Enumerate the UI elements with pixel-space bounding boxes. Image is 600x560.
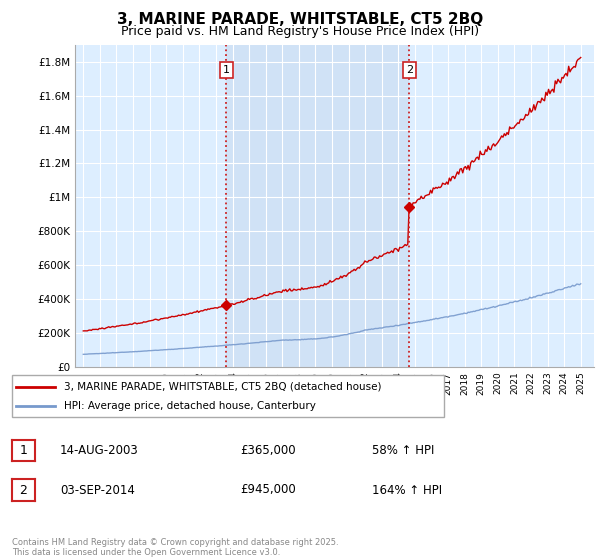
Text: HPI: Average price, detached house, Canterbury: HPI: Average price, detached house, Cant… [64,401,316,411]
Text: £365,000: £365,000 [240,444,296,458]
Text: £945,000: £945,000 [240,483,296,497]
Text: 1: 1 [19,444,28,458]
Text: Price paid vs. HM Land Registry's House Price Index (HPI): Price paid vs. HM Land Registry's House … [121,25,479,38]
Bar [226,45,409,367]
Text: 1: 1 [223,65,230,75]
Text: 3, MARINE PARADE, WHITSTABLE, CT5 2BQ: 3, MARINE PARADE, WHITSTABLE, CT5 2BQ [117,12,483,27]
Text: 58% ↑ HPI: 58% ↑ HPI [372,444,434,458]
Text: 164% ↑ HPI: 164% ↑ HPI [372,483,442,497]
Text: Contains HM Land Registry data © Crown copyright and database right 2025.
This d: Contains HM Land Registry data © Crown c… [12,538,338,557]
Text: 2: 2 [406,65,413,75]
Text: 03-SEP-2014: 03-SEP-2014 [60,483,135,497]
FancyBboxPatch shape [12,375,444,417]
Text: 2: 2 [19,483,28,497]
Text: 14-AUG-2003: 14-AUG-2003 [60,444,139,458]
Text: 3, MARINE PARADE, WHITSTABLE, CT5 2BQ (detached house): 3, MARINE PARADE, WHITSTABLE, CT5 2BQ (d… [64,381,382,391]
